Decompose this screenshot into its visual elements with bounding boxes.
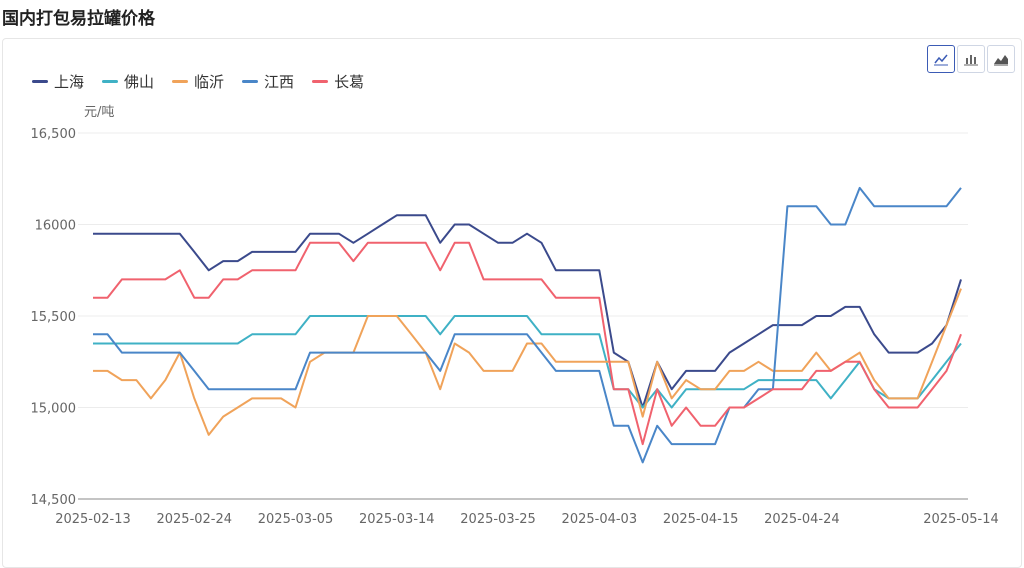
y-axis-unit-label: 元/吨 <box>84 105 115 120</box>
x-tick-label: 2025-04-24 <box>764 512 840 527</box>
legend-label: 上海 <box>54 73 85 91</box>
chart-card <box>2 38 1022 568</box>
x-tick-label: 2025-03-05 <box>258 512 334 527</box>
x-tick-label: 2025-04-03 <box>562 512 638 527</box>
line-chart-icon <box>934 54 948 66</box>
x-tick-label: 2025-03-25 <box>460 512 536 527</box>
legend-item[interactable]: 江西 <box>242 71 294 92</box>
series-line-江西[interactable] <box>93 186 962 464</box>
x-tick-label: 2025-02-24 <box>156 512 232 527</box>
x-tick-label: 2025-03-14 <box>359 512 435 527</box>
line-chart-button[interactable] <box>927 45 955 73</box>
legend-item[interactable]: 佛山 <box>102 71 154 92</box>
x-tick-label: 2025-04-15 <box>663 512 739 527</box>
chart-legend: 上海 佛山 临沂 江西 长葛 <box>32 71 364 92</box>
x-tick-label: 2025-02-13 <box>55 512 131 527</box>
y-tick-label: 16000 <box>35 219 76 234</box>
bar-chart-icon <box>964 55 978 66</box>
legend-item[interactable]: 长葛 <box>312 71 364 92</box>
series-line-长葛[interactable] <box>93 241 962 446</box>
legend-label: 江西 <box>264 73 295 91</box>
legend-swatch <box>32 80 48 83</box>
y-tick-label: 16,500 <box>31 127 77 142</box>
series-line-佛山[interactable] <box>93 315 962 409</box>
y-tick-label: 15,000 <box>31 402 77 417</box>
area-chart-icon <box>994 55 1008 66</box>
legend-swatch <box>102 80 119 83</box>
y-tick-label: 14,500 <box>31 493 77 508</box>
legend-swatch <box>312 80 329 83</box>
legend-label: 临沂 <box>194 73 225 91</box>
legend-swatch <box>172 80 189 83</box>
chart-type-toolbar <box>927 45 1015 73</box>
legend-label: 佛山 <box>124 73 155 91</box>
legend-item[interactable]: 临沂 <box>172 71 224 92</box>
legend-swatch <box>242 80 259 83</box>
area-chart-button[interactable] <box>987 45 1015 73</box>
y-tick-label: 15,500 <box>31 310 77 325</box>
legend-label: 长葛 <box>334 73 365 91</box>
legend-item[interactable]: 上海 <box>32 71 84 92</box>
series-line-上海[interactable] <box>93 214 962 409</box>
x-tick-label: 2025-05-14 <box>923 512 999 527</box>
series-line-临沂[interactable] <box>93 288 962 436</box>
bar-chart-button[interactable] <box>957 45 985 73</box>
page-title: 国内打包易拉罐价格 <box>2 9 155 29</box>
